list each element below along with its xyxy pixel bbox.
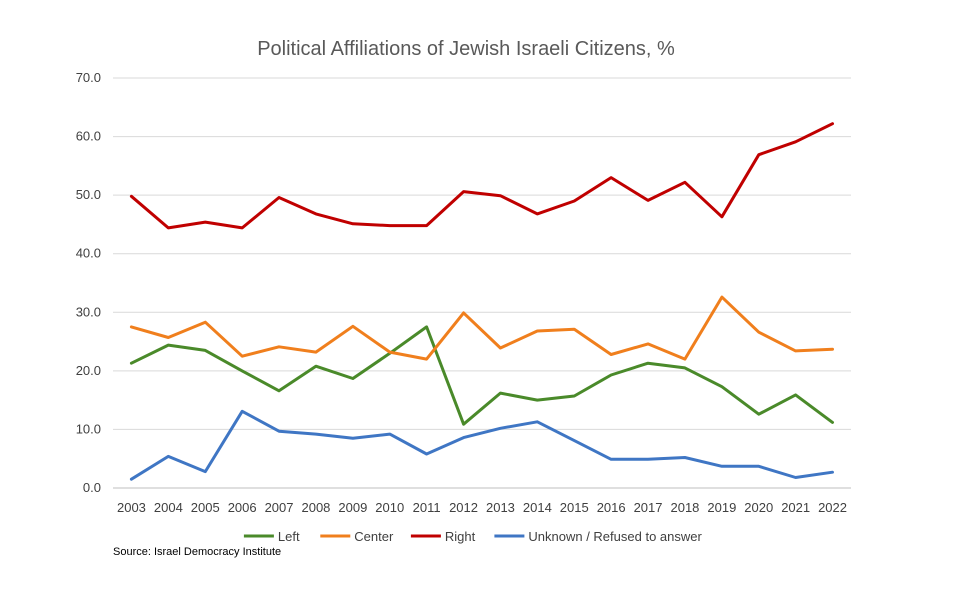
x-tick-label: 2017 (634, 500, 663, 515)
x-tick-label: 2003 (117, 500, 146, 515)
legend-item-left: Left (243, 529, 300, 544)
x-tick-label: 2012 (449, 500, 478, 515)
source-note: Source: Israel Democracy Institute (113, 546, 282, 558)
y-tick-label: 40.0 (76, 246, 101, 261)
y-tick-label: 70.0 (76, 70, 101, 85)
x-tick-label: 2006 (228, 500, 257, 515)
x-tick-label: 2016 (597, 500, 626, 515)
x-tick-label: 2015 (560, 500, 589, 515)
x-axis-ticks: 2003 2004 2005 2006 2007 2008 2009 2010 2011 2012… (117, 500, 847, 515)
y-tick-label: 60.0 (76, 129, 101, 144)
y-tick-label: 20.0 (76, 363, 101, 378)
legend-item-center: Center (320, 529, 394, 544)
x-tick-label: 2005 (191, 500, 220, 515)
x-tick-label: 2009 (338, 500, 367, 515)
x-tick-label: 2007 (265, 500, 294, 515)
x-tick-label: 2019 (707, 500, 736, 515)
x-tick-label: 2018 (670, 500, 699, 515)
x-tick-label: 2010 (375, 500, 404, 515)
y-axis-ticks: 0.0 10.0 20.0 30.0 40.0 50.0 60.0 70.0 (76, 70, 101, 495)
series-line-left (129, 325, 834, 426)
series-line-center (129, 295, 834, 361)
x-tick-label: 2021 (781, 500, 810, 515)
legend: Left Center Right Unknown / Refused to answ… (243, 529, 702, 544)
y-tick-label: 30.0 (76, 304, 101, 319)
x-tick-label: 2008 (301, 500, 330, 515)
y-tick-label: 50.0 (76, 187, 101, 202)
x-tick-label: 2011 (413, 500, 441, 515)
x-tick-label: 2004 (154, 500, 183, 515)
gridlines (113, 77, 851, 489)
legend-label: Right (445, 529, 476, 544)
legend-label: Unknown / Refused to answer (528, 529, 702, 544)
legend-item-right: Right (410, 529, 476, 544)
legend-label: Center (354, 529, 394, 544)
series-line-right (129, 122, 834, 230)
x-tick-label: 2014 (523, 500, 552, 515)
series-line-unknown-refused-to-answer (129, 409, 834, 481)
y-tick-label: 10.0 (76, 421, 101, 436)
x-tick-label: 2022 (818, 500, 847, 515)
y-tick-label: 0.0 (83, 480, 101, 495)
legend-label: Left (278, 529, 300, 544)
x-tick-label: 2020 (744, 500, 773, 515)
legend-item-unknown-refused-to-answer: Unknown / Refused to answer (494, 529, 702, 544)
series-lines (129, 122, 834, 481)
x-tick-label: 2013 (486, 500, 515, 515)
chart-title: Political Affiliations of Jewish Israeli… (257, 38, 675, 60)
